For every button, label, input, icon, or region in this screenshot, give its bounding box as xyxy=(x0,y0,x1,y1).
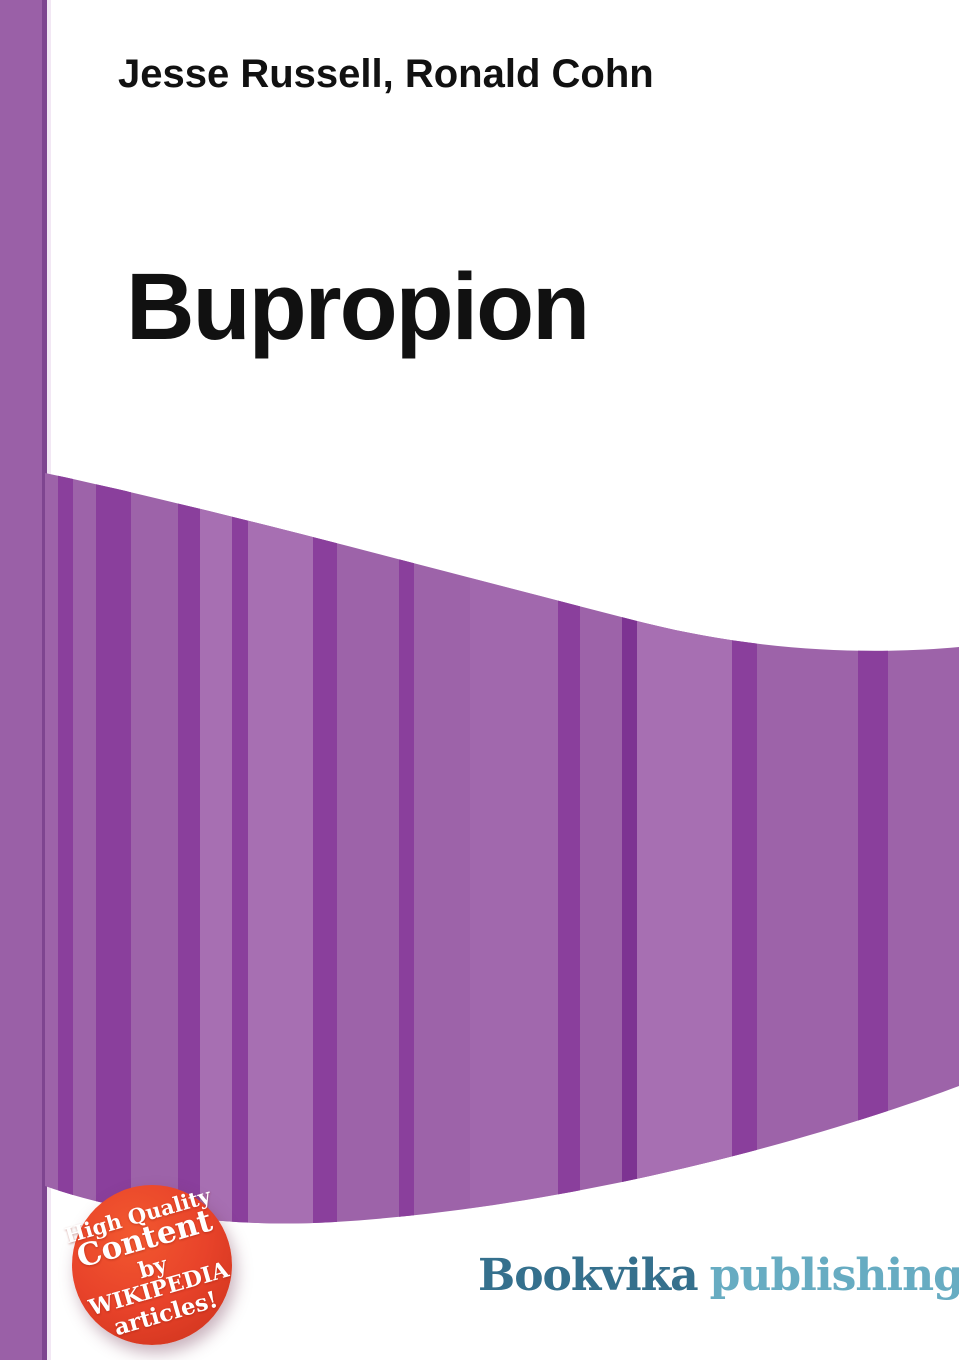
curtain-dark-stripe xyxy=(178,473,200,1224)
curtain-dark-stripe xyxy=(558,473,580,1224)
curtain-dark-stripe xyxy=(58,473,73,1224)
curtain-dark-stripe xyxy=(732,473,757,1224)
publisher-suffix: publishing xyxy=(709,1250,959,1301)
curtain-light-stripe xyxy=(200,473,232,1224)
curtain-light-stripe xyxy=(637,473,732,1224)
curtain-light-stripe xyxy=(248,473,313,1224)
spine-edge xyxy=(42,0,47,1360)
curtain-darker-stripe xyxy=(622,473,637,1224)
book-title: Bupropion xyxy=(126,254,590,360)
curtain-dark-stripe xyxy=(232,473,248,1224)
curtain-dark-stripe xyxy=(399,473,414,1224)
curtain-dark-stripe xyxy=(858,473,888,1224)
author-names: Jesse Russell, Ronald Cohn xyxy=(118,52,654,96)
wikipedia-content-badge: High Quality Content by WIKIPEDIA articl… xyxy=(62,1183,232,1345)
spine-strip xyxy=(0,0,42,1360)
curtain-dark-stripe xyxy=(96,473,131,1224)
curtain-light-stripe xyxy=(470,473,558,1224)
publisher-name: Bookvika xyxy=(478,1250,699,1301)
publisher-wordmark: Bookvika publishing xyxy=(478,1250,959,1301)
curtain-dark-stripe xyxy=(313,473,337,1224)
